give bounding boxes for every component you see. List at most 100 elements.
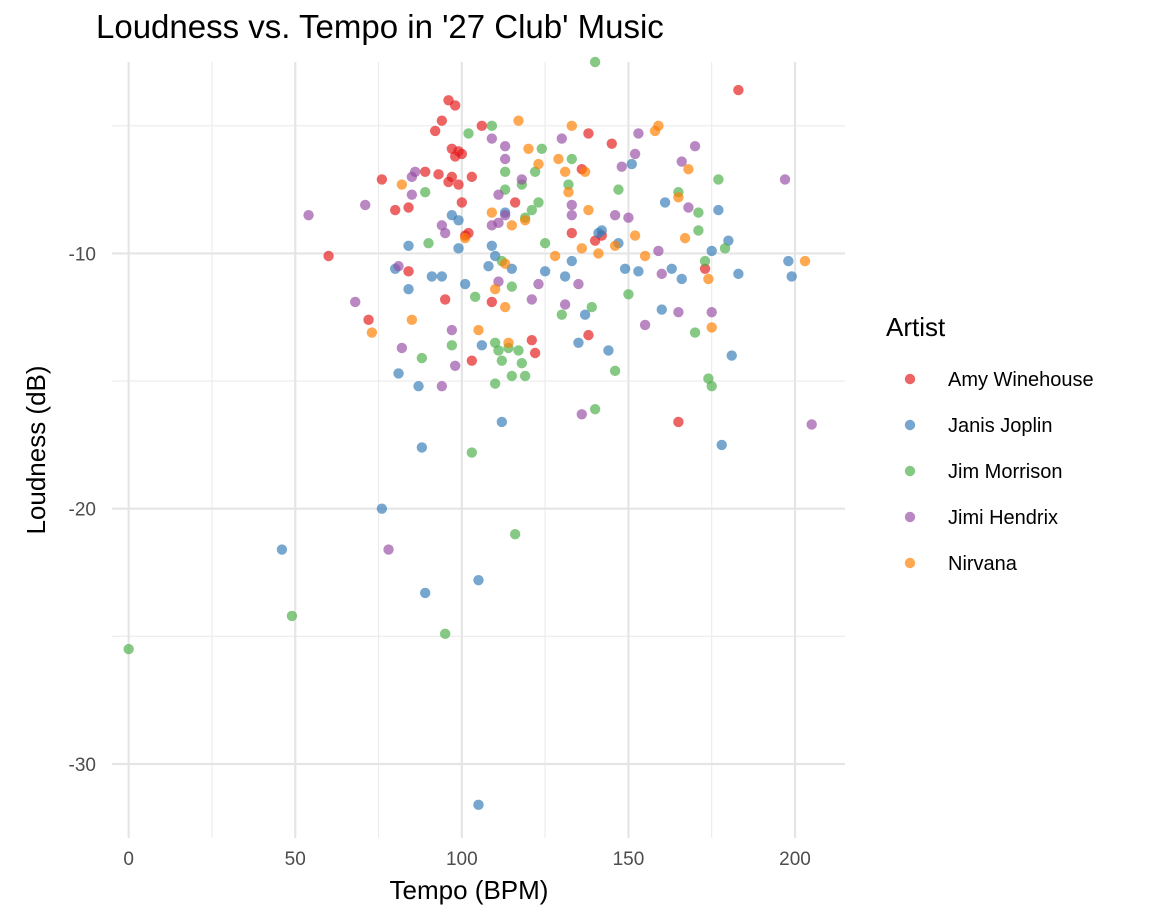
data-point — [486, 120, 498, 132]
data-point — [446, 171, 458, 183]
data-point — [689, 327, 701, 338]
series-jimi-hendrix — [303, 128, 817, 555]
data-point — [393, 261, 404, 272]
legend-title: Artist — [886, 312, 946, 342]
data-point — [486, 240, 498, 251]
data-point — [539, 266, 551, 277]
data-point — [603, 345, 614, 356]
data-point — [676, 273, 687, 285]
series-jim-morrison — [123, 56, 731, 655]
x-tick-label: 150 — [613, 849, 645, 870]
data-point — [496, 355, 508, 366]
data-point — [423, 238, 434, 249]
data-point — [463, 128, 474, 139]
data-point — [683, 202, 694, 213]
data-point — [583, 329, 594, 341]
data-point — [566, 227, 577, 239]
data-point — [683, 164, 694, 175]
data-point — [593, 248, 604, 259]
data-point — [350, 296, 361, 308]
data-point — [653, 120, 664, 132]
data-point — [526, 204, 538, 216]
legend-key — [904, 511, 916, 523]
data-point — [403, 266, 414, 277]
data-point — [513, 115, 524, 126]
data-point — [459, 232, 471, 244]
data-point — [426, 271, 438, 282]
data-point — [566, 199, 577, 211]
data-point — [633, 266, 644, 277]
data-point — [513, 345, 524, 356]
data-points — [123, 56, 817, 811]
data-point — [469, 291, 481, 303]
data-point — [533, 197, 544, 208]
data-point — [403, 202, 414, 213]
legend-label: Jimi Hendrix — [948, 507, 1058, 529]
data-point — [589, 56, 601, 68]
legend-key — [904, 557, 916, 569]
data-point — [679, 232, 691, 244]
data-point — [419, 186, 431, 198]
data-point — [609, 365, 621, 377]
data-point — [623, 212, 634, 223]
data-point — [363, 314, 374, 326]
data-point — [429, 125, 441, 137]
data-point — [449, 100, 461, 111]
data-point — [656, 268, 667, 280]
data-point — [453, 179, 464, 190]
data-point — [376, 503, 388, 514]
data-point — [499, 258, 511, 269]
data-point — [656, 304, 667, 315]
data-point — [576, 243, 587, 254]
data-point — [499, 141, 511, 152]
data-point — [713, 174, 724, 185]
data-point — [323, 250, 334, 262]
data-point — [589, 403, 601, 415]
data-point — [499, 153, 511, 165]
data-point — [446, 340, 458, 351]
data-point — [403, 240, 414, 251]
data-point — [466, 447, 478, 458]
data-point — [466, 171, 478, 183]
data-point — [693, 225, 704, 236]
data-point — [406, 314, 418, 326]
data-point — [583, 204, 594, 216]
data-point — [536, 143, 548, 154]
data-point — [486, 296, 498, 308]
data-point — [286, 610, 298, 622]
data-point — [519, 215, 531, 226]
data-point — [476, 120, 488, 132]
data-point — [609, 240, 621, 251]
series-nirvana — [366, 115, 811, 348]
x-axis-title: Tempo (BPM) — [390, 875, 549, 905]
data-point — [376, 174, 388, 185]
data-point — [459, 278, 471, 290]
data-point — [493, 345, 504, 356]
data-point — [706, 322, 717, 333]
data-point — [526, 294, 538, 305]
y-axis-title: Loudness (dB) — [21, 365, 51, 534]
data-point — [559, 299, 571, 310]
data-point — [563, 179, 574, 190]
data-point — [419, 166, 431, 177]
data-point — [786, 271, 797, 282]
legend-label: Jim Morrison — [948, 461, 1062, 483]
data-point — [549, 250, 561, 262]
data-point — [489, 283, 501, 295]
data-point — [499, 301, 511, 313]
data-point — [516, 174, 528, 185]
data-point — [699, 263, 711, 274]
data-point — [733, 84, 744, 96]
data-point — [489, 378, 501, 389]
data-point — [629, 148, 641, 160]
data-point — [673, 306, 684, 318]
data-point — [303, 209, 314, 221]
y-axis-ticks: -30 -20 -10 — [69, 244, 96, 776]
data-point — [806, 419, 817, 430]
legend-label: Amy Winehouse — [948, 369, 1094, 391]
x-tick-label: 100 — [446, 849, 478, 870]
minor-gridlines — [112, 62, 845, 838]
legend-items: Amy Winehouse Janis Joplin Jim Morrison Jim… — [904, 369, 1094, 575]
data-point — [619, 263, 631, 274]
data-point — [476, 340, 488, 351]
